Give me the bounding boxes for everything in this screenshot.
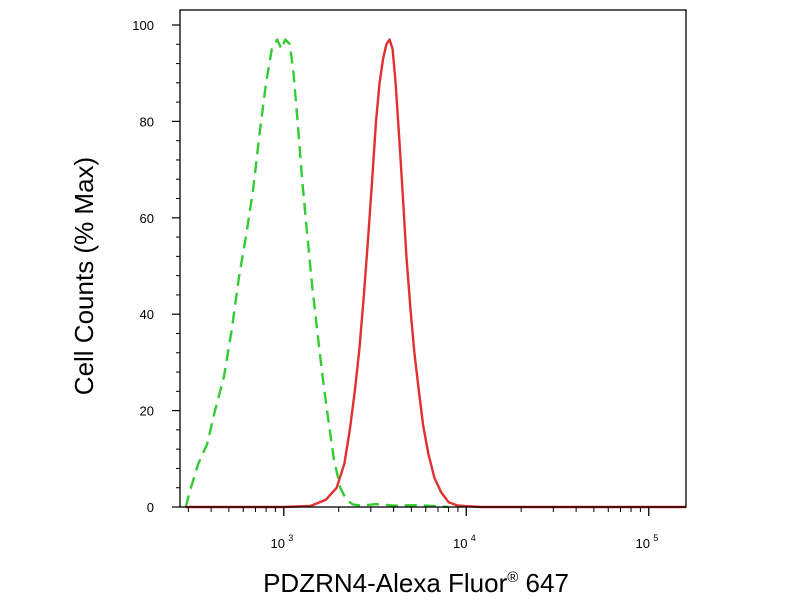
x-axis-title-main: PDZRN4-Alexa Fluor xyxy=(263,568,508,598)
axis-layer xyxy=(179,9,687,508)
x-tick-label: 10 xyxy=(636,536,650,551)
x-tick-exponent: 3 xyxy=(288,533,293,543)
y-tick-label: 60 xyxy=(140,211,154,226)
y-tick-label: 40 xyxy=(140,307,154,322)
plot-frame xyxy=(179,9,687,508)
x-axis-title-superscript: ® xyxy=(507,569,518,586)
x-axis-ticks: 10 3 10 4 10 5 xyxy=(187,507,658,551)
y-tick-label: 20 xyxy=(140,404,154,419)
x-axis-title-suffix: 647 xyxy=(518,568,569,598)
series-layer xyxy=(184,38,686,509)
y-tick-label: 100 xyxy=(132,18,154,33)
y-axis-title: Cell Counts (% Max) xyxy=(69,157,99,395)
x-tick-label: 10 xyxy=(453,536,467,551)
solid-red-histogram-line xyxy=(185,38,686,509)
dashed-green-histogram-line xyxy=(184,38,449,509)
y-tick-label: 0 xyxy=(147,500,154,515)
x-tick-exponent: 4 xyxy=(471,533,476,543)
y-tick-label: 80 xyxy=(140,114,154,129)
y-axis-ticks: 0 20 40 60 80 100 xyxy=(132,18,180,515)
x-axis-title: PDZRN4-Alexa Fluor® 647 xyxy=(263,568,569,598)
x-tick-exponent: 5 xyxy=(653,533,658,543)
x-tick-label: 10 xyxy=(271,536,285,551)
